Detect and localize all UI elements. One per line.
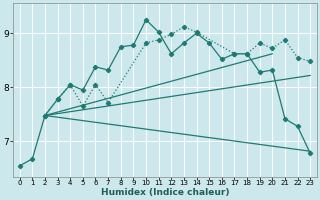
X-axis label: Humidex (Indice chaleur): Humidex (Indice chaleur) bbox=[101, 188, 229, 197]
